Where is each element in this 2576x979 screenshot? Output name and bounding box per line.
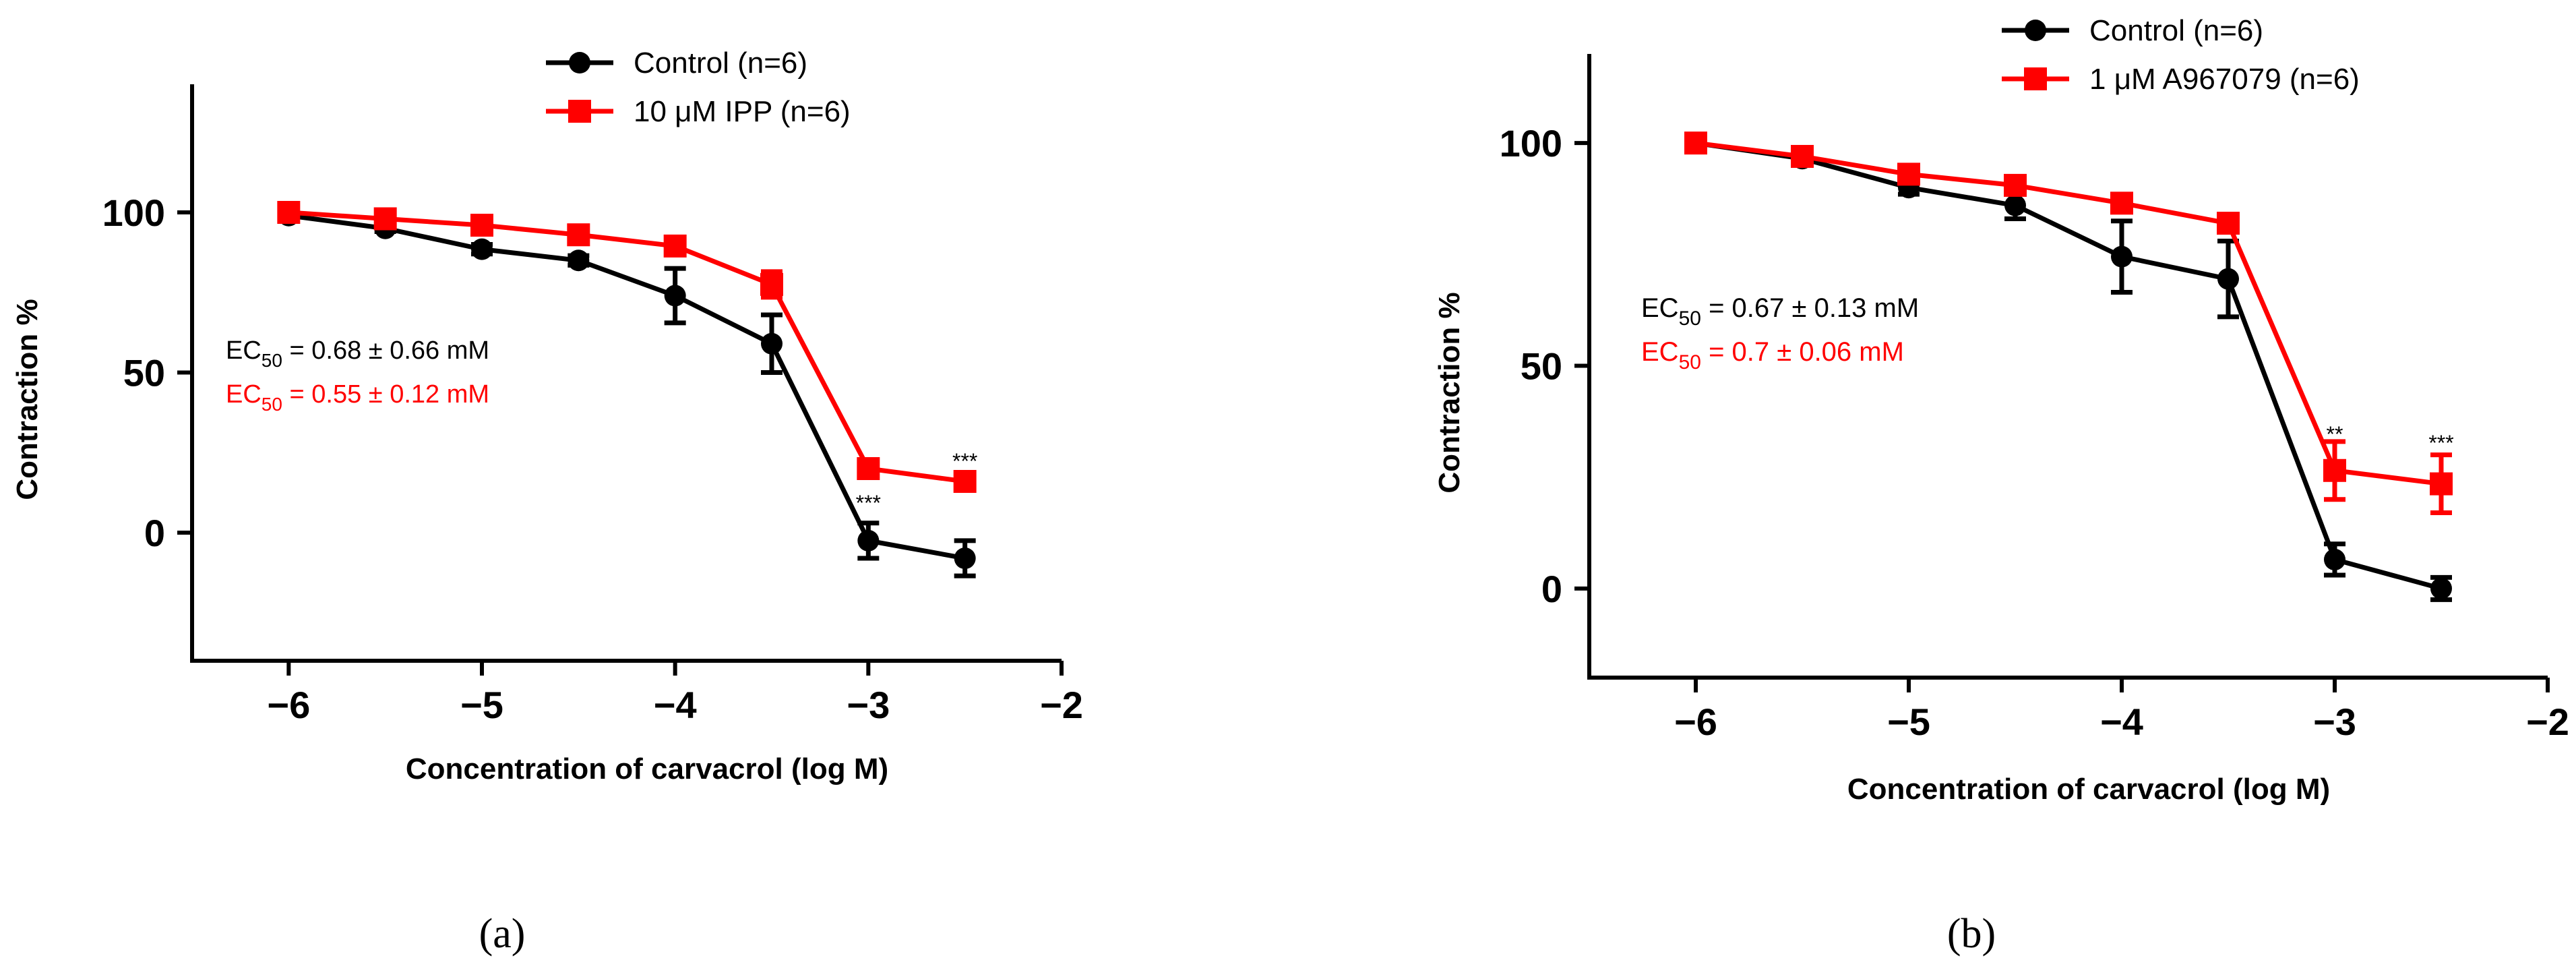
data-point-circle <box>664 285 686 307</box>
data-point-circle <box>2217 268 2239 290</box>
x-axis-title: Concentration of carvacrol (log M) <box>406 752 888 785</box>
significance-label: *** <box>2428 431 2453 455</box>
data-point-square <box>277 201 301 224</box>
y-tick-label: 100 <box>102 191 165 234</box>
y-tick-label: 0 <box>144 512 165 554</box>
data-point-circle <box>2430 577 2452 599</box>
y-tick-label: 0 <box>1541 568 1562 610</box>
ec50-subscript: 50 <box>262 394 282 415</box>
legend: Control (n=6) 1 μM A967079 (n=6) <box>2002 14 2360 96</box>
y-axis-title: Contraction % <box>11 299 44 500</box>
ec50-subscript: 50 <box>262 350 282 371</box>
ec50-subscript: 50 <box>1679 307 1701 330</box>
ec50-label: EC50 = 0.68 ± 0.66 mM <box>226 336 489 371</box>
legend-label: 10 μM IPP (n=6) <box>634 95 851 128</box>
series-treatment <box>277 201 977 493</box>
y-axis-title: Contraction % <box>1433 292 1466 493</box>
x-tick-label: −3 <box>2313 701 2356 743</box>
data-point-circle <box>568 249 590 272</box>
chart-panel-a: −6 −5 −4 −3 −2 0 50 100 Concentration of carvacr… <box>11 47 1083 957</box>
data-point-square <box>953 470 977 493</box>
series-line <box>288 213 966 561</box>
ec50-prefix: EC <box>1641 337 1679 367</box>
x-tick-label: −5 <box>460 684 503 726</box>
data-point-square <box>663 234 687 258</box>
ec50-prefix: EC <box>226 336 262 365</box>
ec50-value: = 0.7 ± 0.06 mM <box>1701 337 1904 367</box>
data-point-square <box>470 214 493 237</box>
data-point-circle <box>471 238 493 260</box>
significance-label: *** <box>856 491 881 515</box>
ec50-value: = 0.67 ± 0.13 mM <box>1701 293 1919 323</box>
data-point-square <box>373 207 397 231</box>
data-point-square <box>2004 173 2027 197</box>
x-axis-title: Concentration of carvacrol (log M) <box>1847 773 2330 806</box>
data-point-circle <box>2004 194 2026 216</box>
data-point-square <box>2110 191 2133 215</box>
ec50-prefix: EC <box>226 380 262 409</box>
data-point-square <box>1684 131 1707 155</box>
legend-label: Control (n=6) <box>634 47 807 80</box>
data-point-square <box>760 272 783 296</box>
legend-label: 1 μM A967079 (n=6) <box>2089 63 2360 96</box>
series-line <box>288 210 966 484</box>
legend-marker-square <box>568 100 591 123</box>
data-point-square <box>857 457 880 480</box>
y-tick-label: 50 <box>1521 345 1562 388</box>
data-point-square <box>2430 472 2453 496</box>
data-point-square <box>2323 458 2346 482</box>
ec50-label: EC50 = 0.67 ± 0.13 mM <box>1641 293 1919 330</box>
data-point-circle <box>2111 245 2133 268</box>
chart-panel-b: −6 −5 −4 −3 −2 0 50 100 Concentration of carvacr… <box>1433 14 2569 957</box>
ec50-value: = 0.68 ± 0.66 mM <box>282 336 489 365</box>
x-tick-label: −6 <box>267 684 310 726</box>
legend: Control (n=6) 10 μM IPP (n=6) <box>546 47 851 128</box>
ec50-value: = 0.55 ± 0.12 mM <box>282 380 489 409</box>
x-tick-label: −6 <box>1674 701 1717 743</box>
x-tick-label: −2 <box>2526 701 2569 743</box>
panel-caption: (b) <box>1947 911 1996 957</box>
x-tick-label: −4 <box>2100 701 2143 743</box>
y-tick-label: 100 <box>1500 122 1562 165</box>
x-tick-label: −5 <box>1887 701 1930 743</box>
legend-marker-square <box>2024 67 2047 90</box>
data-point-circle <box>954 547 976 569</box>
data-point-circle <box>2324 548 2345 570</box>
x-tick-label: −4 <box>654 684 697 726</box>
ec50-prefix: EC <box>1641 293 1679 323</box>
data-point-circle <box>761 332 783 355</box>
data-point-square <box>1897 162 1920 186</box>
ec50-subscript: 50 <box>1679 351 1701 374</box>
series-treatment <box>1684 131 2453 516</box>
ec50-label: EC50 = 0.55 ± 0.12 mM <box>226 380 489 415</box>
panel-caption: (a) <box>479 911 526 957</box>
legend-label: Control (n=6) <box>2089 14 2263 47</box>
ec50-label: EC50 = 0.7 ± 0.06 mM <box>1641 337 1904 374</box>
significance-label: *** <box>952 449 977 473</box>
data-point-square <box>2217 212 2240 235</box>
data-point-square <box>567 223 590 247</box>
data-point-square <box>1791 144 1814 168</box>
legend-marker-circle <box>569 52 590 73</box>
data-point-circle <box>857 529 880 552</box>
series-line <box>1695 140 2442 487</box>
x-tick-label: −2 <box>1040 684 1083 726</box>
x-tick-label: −3 <box>847 684 890 726</box>
legend-marker-circle <box>2025 20 2046 41</box>
y-tick-label: 50 <box>123 352 165 394</box>
series-line <box>1695 140 2442 591</box>
significance-label: ** <box>2327 422 2343 446</box>
